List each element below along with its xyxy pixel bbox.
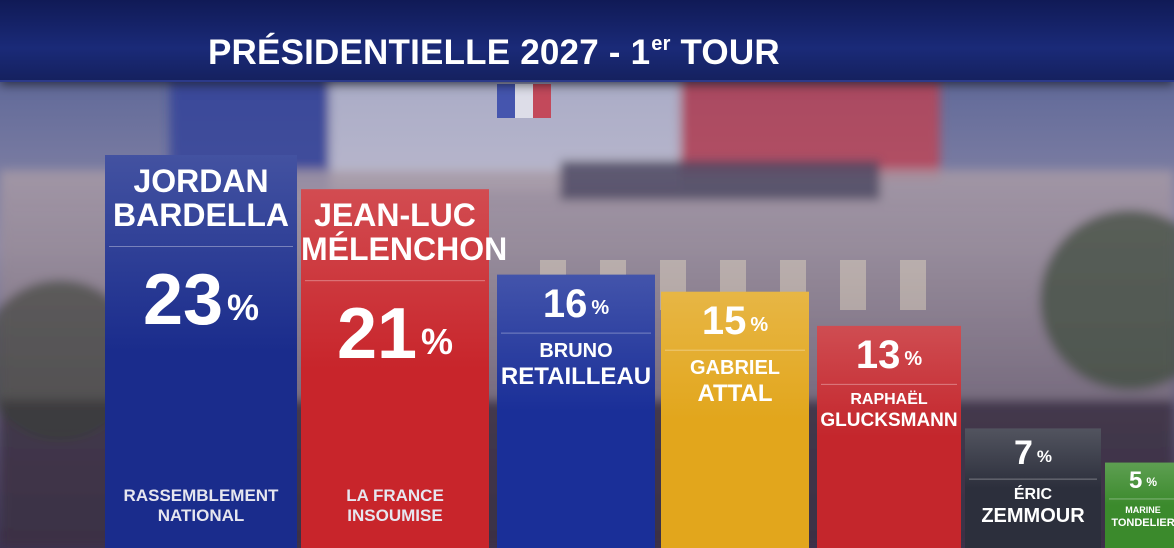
candidate-last-name: BARDELLA xyxy=(113,196,289,233)
value-label-7: 5% xyxy=(1105,463,1174,499)
bar-6 xyxy=(965,428,1101,548)
value-number: 7 xyxy=(1013,434,1033,473)
value-unit: % xyxy=(227,286,260,328)
value-number: 13 xyxy=(855,332,901,377)
bar-3 xyxy=(497,274,655,548)
party-label-1: RASSEMBLEMENT NATIONAL xyxy=(105,486,297,527)
candidate-name-2: JEAN-LUC MÉLENCHON xyxy=(301,197,508,268)
candidate-first-name: JORDAN xyxy=(133,163,269,199)
bar-divider-6 xyxy=(969,478,1097,480)
bar-divider-7 xyxy=(1109,498,1174,500)
candidate-name-1: JORDAN BARDELLA xyxy=(105,163,297,233)
bar-5 xyxy=(817,325,961,548)
value-label-5: 13% xyxy=(817,326,961,384)
party-line-2: NATIONAL xyxy=(157,506,245,526)
bar-divider-2 xyxy=(305,280,485,282)
value-unit: % xyxy=(1146,475,1158,490)
bar-1 xyxy=(105,155,297,548)
candidate-name-4: GABRIEL ATTAL xyxy=(661,356,809,407)
value-number: 5 xyxy=(1128,466,1143,494)
page-title: PRÉSIDENTIELLE 2027 - 1er TOUR xyxy=(208,33,780,72)
party-line-2: INSOUMISE xyxy=(347,506,443,526)
candidate-name-7: MARINE TONDELIER xyxy=(1105,506,1174,529)
candidate-name-6: ÉRIC ZEMMOUR xyxy=(965,485,1101,527)
bar-7 xyxy=(1105,462,1174,548)
candidate-name-5: RAPHAËL GLUCKSMANN xyxy=(817,390,961,431)
candidate-first-name: ÉRIC xyxy=(1013,485,1053,503)
candidate-last-name: RETAILLEAU xyxy=(500,362,652,390)
value-label-1: 23% xyxy=(105,255,297,345)
value-unit: % xyxy=(904,348,923,371)
candidate-first-name: JEAN-LUC xyxy=(314,197,476,234)
value-unit: % xyxy=(1036,447,1053,467)
candidate-name-3: BRUNO RETAILLEAU xyxy=(497,339,655,390)
bar-divider-3 xyxy=(501,332,651,334)
value-unit: % xyxy=(421,320,454,362)
value-number: 15 xyxy=(701,298,747,343)
bar-divider-5 xyxy=(821,383,957,385)
value-number: 23 xyxy=(142,260,224,340)
bar-divider-1 xyxy=(109,246,293,247)
candidate-last-name: GLUCKSMANN xyxy=(820,409,958,431)
candidate-first-name: MARINE xyxy=(1125,505,1161,516)
candidate-last-name: TONDELIER xyxy=(1111,516,1174,529)
title-bar: PRÉSIDENTIELLE 2027 - 1er TOUR xyxy=(0,0,1174,82)
value-unit: % xyxy=(750,314,769,337)
candidate-first-name: GABRIEL xyxy=(690,356,780,379)
value-label-2: 21% xyxy=(301,289,489,379)
value-label-4: 15% xyxy=(661,292,809,350)
value-unit: % xyxy=(591,297,610,320)
bar-2 xyxy=(301,189,489,548)
party-label-2: LA FRANCE INSOUMISE xyxy=(301,486,489,527)
candidate-first-name: RAPHAËL xyxy=(850,390,928,408)
candidate-first-name: BRUNO xyxy=(539,339,613,362)
candidate-last-name: MÉLENCHON xyxy=(301,231,508,268)
candidate-last-name: ATTAL xyxy=(697,379,773,407)
value-number: 16 xyxy=(542,281,588,326)
party-line-1: LA FRANCE xyxy=(346,486,444,505)
value-label-3: 16% xyxy=(497,275,655,333)
value-number: 21 xyxy=(336,294,418,375)
value-label-6: 7% xyxy=(965,428,1101,478)
candidate-last-name: ZEMMOUR xyxy=(981,504,1085,527)
bar-divider-4 xyxy=(665,349,805,351)
bar-4 xyxy=(661,291,809,548)
party-line-1: RASSEMBLEMENT xyxy=(123,486,279,505)
